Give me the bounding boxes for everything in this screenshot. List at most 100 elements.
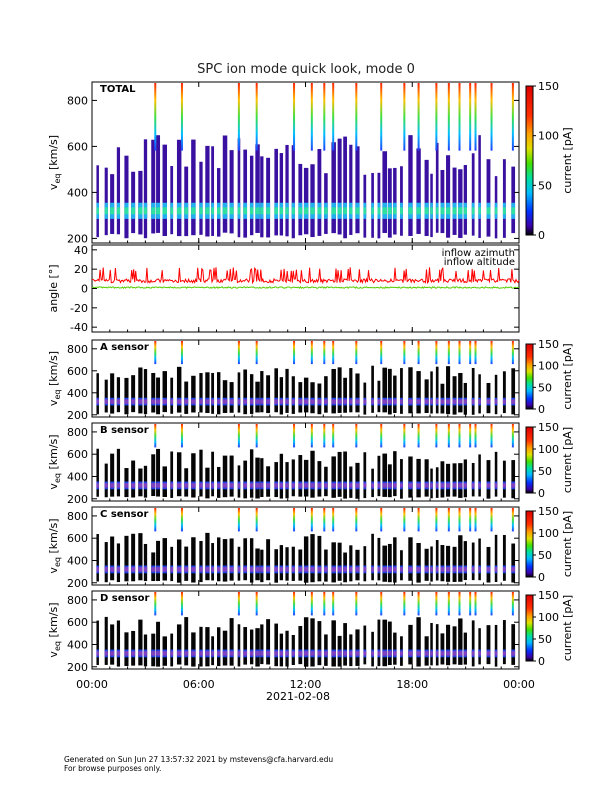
data-block bbox=[331, 620, 336, 667]
data-block bbox=[416, 617, 421, 667]
core-peak bbox=[371, 567, 374, 572]
core-peak bbox=[243, 399, 248, 404]
core-peak bbox=[124, 567, 129, 572]
data-block bbox=[511, 624, 516, 665]
core-peak bbox=[363, 651, 367, 656]
core-peak bbox=[435, 207, 439, 215]
data-block bbox=[486, 460, 491, 499]
data-block bbox=[116, 147, 121, 235]
core-peak bbox=[416, 651, 421, 656]
data-block bbox=[266, 539, 271, 581]
data-block bbox=[435, 624, 439, 666]
data-block bbox=[446, 155, 451, 238]
core-peak bbox=[298, 651, 303, 656]
data-block bbox=[393, 167, 397, 235]
core-peak bbox=[387, 207, 392, 215]
core-peak bbox=[249, 651, 254, 656]
colorbar-tick-label: 150 bbox=[538, 505, 559, 518]
core-peak bbox=[331, 399, 336, 404]
data-block bbox=[184, 546, 189, 581]
colorbar-tick-label: 150 bbox=[538, 80, 559, 93]
high-energy-streak bbox=[417, 341, 420, 365]
high-energy-streak bbox=[469, 83, 472, 151]
data-block bbox=[131, 460, 136, 498]
y-tick-label: 600 bbox=[67, 616, 88, 629]
panel-label: A sensor bbox=[100, 342, 149, 353]
y-tick-label: 800 bbox=[67, 510, 88, 523]
core-peak bbox=[143, 207, 148, 215]
core-peak bbox=[298, 483, 303, 488]
core-peak bbox=[104, 399, 108, 404]
data-block bbox=[249, 538, 254, 583]
high-energy-streak bbox=[237, 424, 240, 448]
core-peak bbox=[377, 651, 381, 656]
core-peak bbox=[317, 651, 322, 656]
y-tick-label: 400 bbox=[67, 186, 88, 199]
core-peak bbox=[124, 483, 129, 488]
data-block bbox=[494, 374, 498, 415]
high-energy-streak bbox=[237, 341, 240, 365]
core-peak bbox=[377, 567, 381, 572]
core-peak bbox=[324, 483, 328, 488]
core-peak bbox=[255, 651, 260, 656]
core-peak bbox=[446, 399, 451, 404]
data-block bbox=[176, 452, 182, 497]
core-peak bbox=[291, 567, 295, 572]
data-block bbox=[452, 376, 457, 415]
core-peak bbox=[430, 399, 433, 404]
y-tick-label: 0 bbox=[81, 283, 88, 296]
colorbar-tick-label: 100 bbox=[538, 130, 559, 143]
core-peak bbox=[511, 651, 516, 656]
high-energy-streak bbox=[403, 424, 406, 448]
high-energy-streak bbox=[332, 341, 335, 365]
data-block bbox=[211, 146, 215, 236]
panel-label: TOTAL bbox=[100, 84, 136, 95]
core-peak bbox=[184, 567, 189, 572]
data-block bbox=[298, 626, 303, 665]
data-block bbox=[176, 624, 182, 665]
core-peak bbox=[138, 567, 143, 572]
core-peak bbox=[317, 399, 322, 404]
core-peak bbox=[229, 651, 234, 656]
high-energy-streak bbox=[403, 508, 406, 532]
core-peak bbox=[162, 651, 167, 656]
y-tick-label: 200 bbox=[67, 493, 88, 506]
core-peak bbox=[408, 567, 413, 572]
core-peak bbox=[355, 567, 360, 572]
core-peak bbox=[274, 207, 278, 215]
core-peak bbox=[324, 399, 328, 404]
core-peak bbox=[452, 483, 457, 488]
high-energy-streak bbox=[355, 424, 358, 448]
x-tick-label: 06:00 bbox=[183, 678, 215, 691]
high-energy-streak bbox=[458, 341, 461, 365]
data-block bbox=[486, 159, 491, 237]
core-peak bbox=[452, 567, 457, 572]
data-block bbox=[494, 534, 498, 583]
core-peak bbox=[237, 651, 241, 656]
high-energy-streak bbox=[255, 341, 258, 365]
core-peak bbox=[110, 399, 115, 404]
core-peak bbox=[191, 483, 196, 488]
core-peak bbox=[255, 399, 260, 404]
data-block bbox=[331, 456, 336, 498]
high-energy-streak bbox=[255, 424, 258, 448]
high-energy-streak bbox=[511, 83, 514, 151]
high-energy-streak bbox=[180, 592, 183, 616]
high-energy-streak bbox=[490, 424, 493, 448]
core-peak bbox=[440, 483, 445, 488]
data-block bbox=[382, 619, 388, 667]
core-peak bbox=[446, 567, 451, 572]
core-peak bbox=[131, 651, 136, 656]
data-block bbox=[199, 540, 203, 583]
data-block bbox=[377, 380, 381, 413]
data-block bbox=[191, 375, 196, 413]
data-block bbox=[298, 549, 303, 581]
core-peak bbox=[285, 483, 289, 488]
data-block bbox=[478, 538, 481, 581]
high-energy-streak bbox=[180, 341, 183, 365]
data-block bbox=[237, 624, 241, 667]
core-peak bbox=[382, 567, 388, 572]
core-peak bbox=[138, 651, 143, 656]
core-peak bbox=[229, 207, 234, 215]
